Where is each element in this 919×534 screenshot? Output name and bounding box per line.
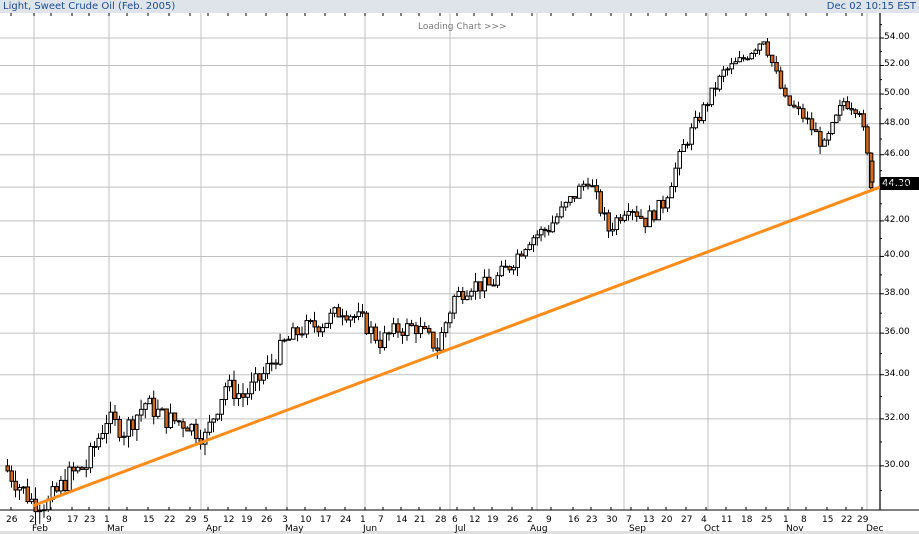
x-day-label: 13 [643,515,655,525]
y-tick-label: 40.00 [884,250,910,261]
x-day-label: 9 [546,515,552,525]
x-day-label: 10 [300,515,312,525]
x-day-label: 17 [320,515,332,525]
x-month-label: Mar [107,524,124,534]
x-month-label: Nov [786,524,804,534]
x-day-label: 2 [527,515,533,525]
x-day-label: 8 [801,515,807,525]
x-day-label: 24 [340,515,352,525]
x-day-label: 3 [282,515,288,525]
x-day-label: 16 [568,515,580,525]
x-day-label: 18 [741,515,753,525]
x-day-label: 4 [701,515,707,525]
x-day-label: 29 [185,515,197,525]
x-day-label: 20 [661,515,673,525]
x-day-label: 26 [507,515,519,525]
x-day-label: 12 [223,515,235,525]
y-tick-label: 48.00 [884,117,910,128]
x-day-label: 14 [396,515,408,525]
y-tick-label: 44.00 [884,181,910,192]
y-tick-label: 54.00 [884,32,910,42]
x-day-label: 23 [84,515,96,525]
x-day-label: 7 [378,515,384,525]
loading-status: Loading Chart >>> [418,22,507,32]
x-month-label: Dec [866,524,884,534]
x-day-label: 12 [469,515,481,525]
x-month-label: Aug [530,524,548,534]
y-tick-label: 46.00 [884,148,910,159]
x-day-label: 17 [67,515,79,525]
y-tick-label: 50.00 [884,88,910,99]
y-tick-label: 42.00 [884,214,910,225]
x-day-label: 8 [122,515,128,525]
x-day-label: 7 [626,515,632,525]
x-day-label: 9 [46,515,52,525]
chart-title-bar: Light, Sweet Crude Oil (Feb. 2005) Dec 0… [0,0,919,13]
x-day-label: 1 [783,515,789,525]
x-day-label: 19 [487,515,499,525]
x-month-label: May [285,524,304,534]
x-day-label: 26 [261,515,273,525]
x-month-label: Oct [704,524,720,534]
y-tick-label: 52.00 [884,59,910,70]
x-day-label: 22 [164,515,176,525]
x-day-label: 29 [857,515,869,525]
x-day-label: 30 [606,515,618,525]
x-day-label: 15 [143,515,155,525]
x-day-label: 28 [435,515,447,525]
y-tick-label: 38.00 [884,287,910,298]
x-day-label: 6 [452,515,458,525]
x-day-label: 21 [414,515,426,525]
chart-timestamp: Dec 02 10:15 EST [826,1,916,12]
x-day-label: 22 [841,515,853,525]
x-day-label: 25 [761,515,773,525]
chart-title: Light, Sweet Crude Oil (Feb. 2005) [3,1,176,12]
x-month-label: Jun [363,524,378,534]
y-tick-label: 32.00 [884,412,910,423]
y-tick-label: 34.00 [884,368,910,379]
x-month-label: Apr [206,524,222,534]
x-day-label: 23 [586,515,598,525]
last-price-label: 44.30 [880,177,919,190]
y-tick-label: 30.00 [884,459,910,470]
x-day-label: 27 [681,515,693,525]
y-tick-label: 36.00 [884,327,910,338]
x-day-label: 15 [822,515,834,525]
x-day-label: 1 [104,515,110,525]
x-day-label: 11 [721,515,733,525]
x-month-label: Feb [32,524,48,534]
x-day-label: 26 [6,515,18,525]
x-day-label: 5 [203,515,209,525]
x-day-label: 1 [360,515,366,525]
x-month-label: Sep [629,524,646,534]
x-month-label: Jul [455,524,466,534]
x-day-label: 2 [29,515,35,525]
x-day-label: 19 [241,515,253,525]
